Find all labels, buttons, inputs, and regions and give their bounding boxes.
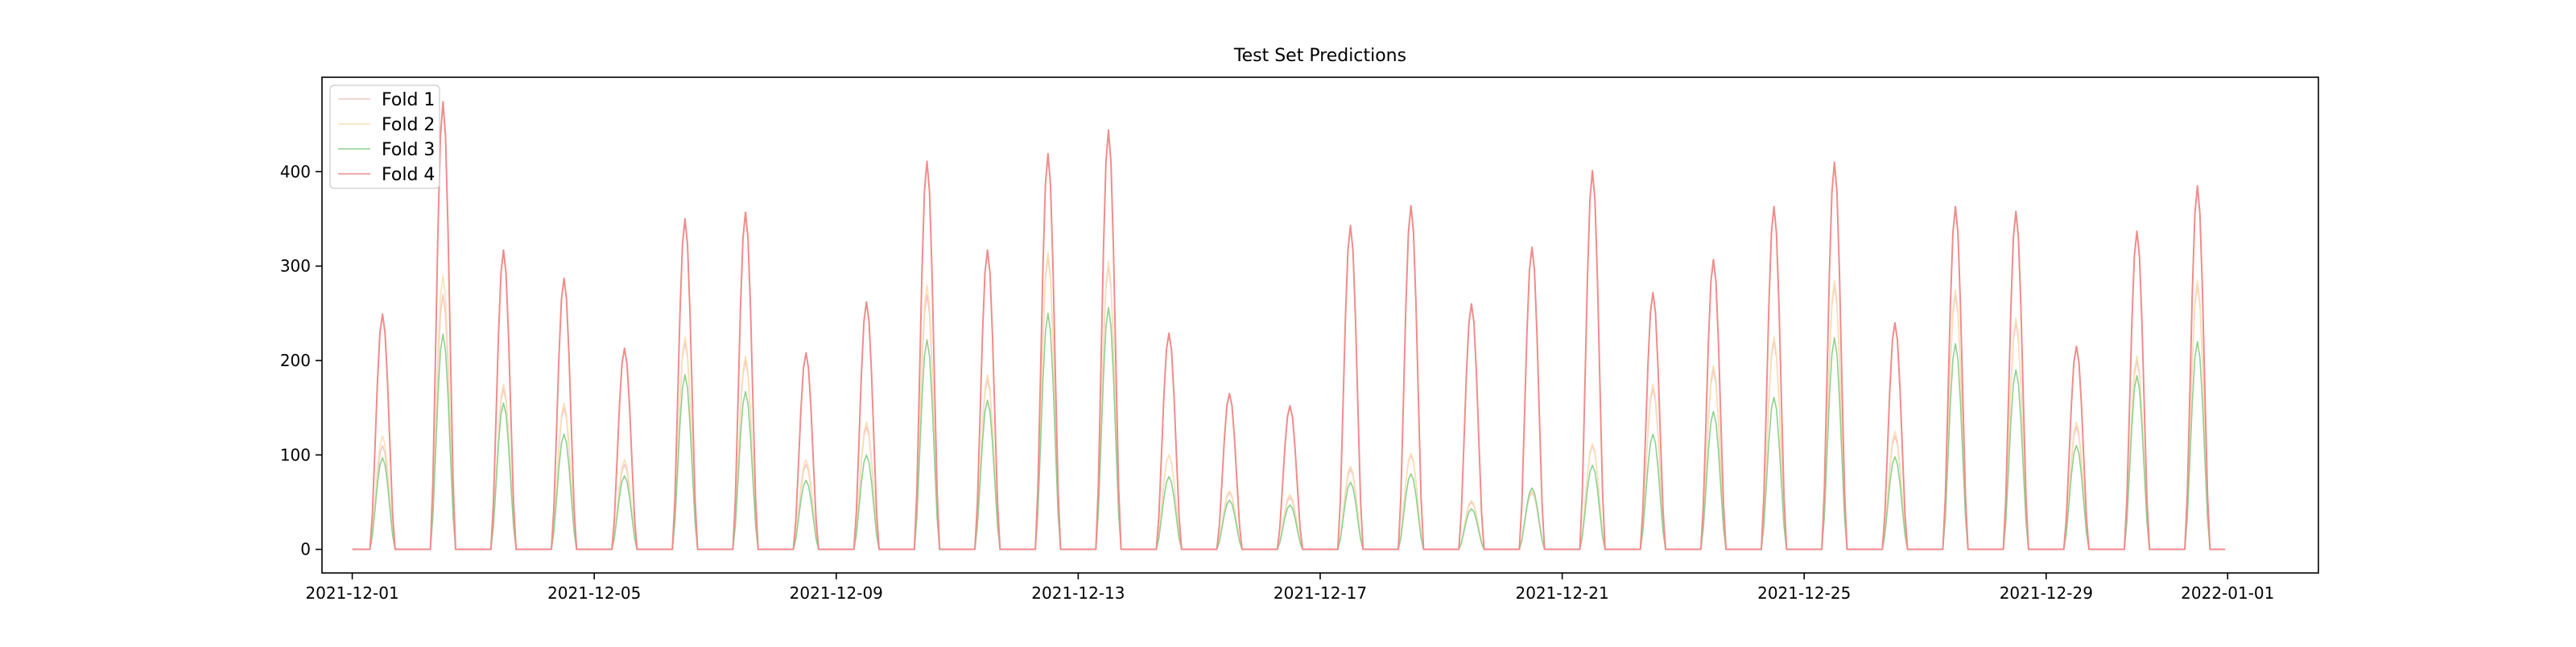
axes-layer: 0 100 200 300 400 2021-12-01 2021-12-05 2021-12… <box>280 162 2275 603</box>
series-layer <box>352 101 2226 550</box>
chart-title: Test Set Predictions <box>1233 46 1406 66</box>
legend-label-fold-3: Fold 3 <box>382 140 435 160</box>
x-tick-label: 2021-12-09 <box>790 583 883 603</box>
x-tick-label: 2022-01-01 <box>2181 583 2274 603</box>
y-tick-label: 0 <box>300 540 311 559</box>
y-tick-label: 300 <box>280 257 311 276</box>
series-line-fold-4 <box>352 101 2226 550</box>
legend-label-fold-1: Fold 1 <box>382 90 435 110</box>
y-tick-label: 400 <box>280 162 311 181</box>
x-tick-label: 2021-12-05 <box>547 583 641 603</box>
x-tick-label: 2021-12-21 <box>1515 583 1608 603</box>
y-tick-label: 100 <box>280 445 311 464</box>
legend-box <box>329 84 440 189</box>
x-tick-label: 2021-12-17 <box>1274 583 1367 603</box>
y-tick-label: 200 <box>280 351 311 370</box>
legend: Fold 1 Fold 2 Fold 3 Fold 4 <box>329 84 440 189</box>
x-tick-label: 2021-12-29 <box>2000 583 2093 603</box>
x-tick-label: 2021-12-25 <box>1757 583 1851 603</box>
x-tick-label: 2021-12-13 <box>1031 583 1125 603</box>
legend-label-fold-2: Fold 2 <box>382 115 435 135</box>
legend-label-fold-4: Fold 4 <box>382 165 435 185</box>
x-tick-label: 2021-12-01 <box>305 583 398 603</box>
plot-frame <box>321 76 2319 574</box>
